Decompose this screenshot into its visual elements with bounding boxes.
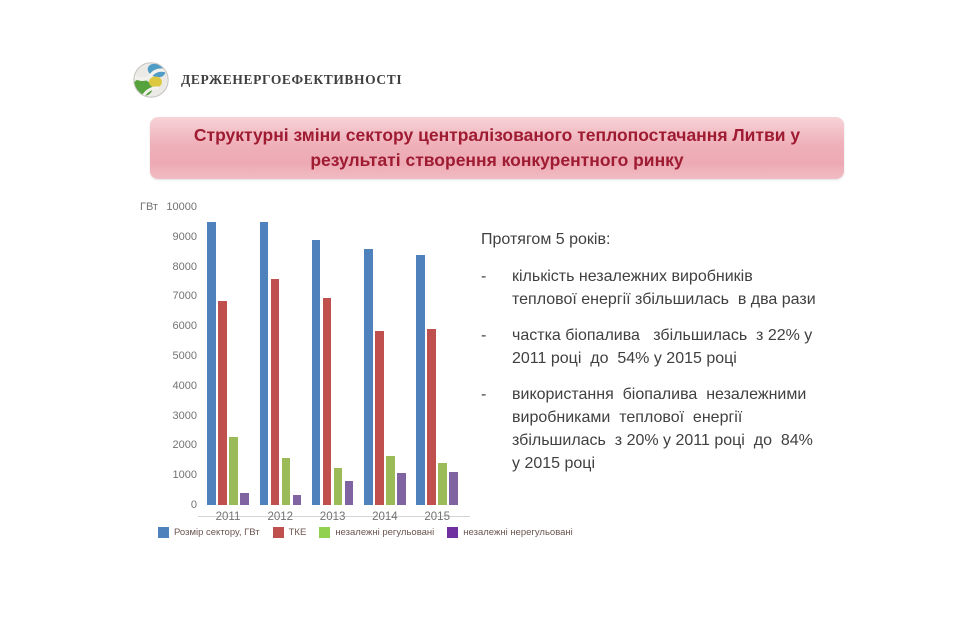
y-tick-label: 2000 bbox=[172, 439, 197, 452]
legend-swatch-icon bbox=[272, 527, 284, 538]
bar-2013-series3 bbox=[333, 468, 343, 505]
note-bullet: - bbox=[481, 327, 487, 344]
legend-item: ТКЕ bbox=[272, 527, 307, 538]
page-title-line1: Структурні зміни сектору централізованог… bbox=[193, 125, 801, 145]
legend-item: незалежні регульовані bbox=[319, 527, 434, 538]
x-axis-label: 2012 bbox=[267, 511, 294, 523]
chart-legend: Розмір сектору, ГВт ТКЕ незалежні регульов… bbox=[158, 527, 586, 538]
bar-2011-series2 bbox=[218, 300, 227, 505]
logo-text: ДЕРЖЕНЕРГОЕФЕКТИВНОСТІ bbox=[181, 72, 403, 87]
bar-2012-series4 bbox=[292, 494, 302, 505]
legend-label: ТКЕ bbox=[288, 527, 307, 538]
y-tick-label: 3000 bbox=[172, 409, 197, 422]
legend-swatch-icon bbox=[158, 527, 169, 538]
x-axis-label: 2014 bbox=[372, 511, 398, 523]
legend-swatch-icon bbox=[319, 527, 331, 538]
bar-2014-series1 bbox=[364, 248, 373, 505]
note-text: кількість незалежних виробників теплової… bbox=[512, 268, 816, 308]
y-tick-label: 7000 bbox=[172, 290, 197, 303]
page-title-line2: результаті створення конкурентного ринку bbox=[310, 150, 684, 170]
y-tick-label: 4000 bbox=[172, 379, 197, 392]
legend-item: Розмір сектору, ГВт bbox=[158, 527, 260, 538]
agency-globe-icon bbox=[133, 62, 169, 98]
x-axis-label: 2015 bbox=[424, 511, 450, 523]
bar-2014-series4 bbox=[397, 472, 406, 505]
bar-2012-series3 bbox=[281, 457, 291, 505]
x-axis-label: 2013 bbox=[319, 511, 346, 523]
bar-2015-series2 bbox=[427, 329, 436, 505]
bar-2013-series4 bbox=[344, 481, 354, 505]
x-axis-line bbox=[198, 516, 470, 517]
notes-panel: Протягом 5 років: - кількість незалежних … bbox=[481, 228, 881, 488]
chart-plot bbox=[205, 207, 467, 505]
note-text: використання біопалива незалежними вироб… bbox=[512, 386, 813, 472]
legend-label: Розмір сектору, ГВт bbox=[174, 527, 260, 538]
y-tick-label: 10000 bbox=[166, 201, 197, 213]
y-tick-label: 8000 bbox=[172, 260, 197, 273]
bar-2013-series1 bbox=[311, 239, 321, 505]
bar-2015-series3 bbox=[438, 463, 447, 505]
bar-2012-series2 bbox=[270, 278, 280, 505]
x-axis-label: 2011 bbox=[215, 511, 241, 523]
y-tick-label: 6000 bbox=[172, 320, 197, 333]
bar-2011-series1 bbox=[207, 221, 216, 505]
bar-2015-series1 bbox=[416, 254, 425, 505]
bar-2013-series2 bbox=[322, 297, 332, 505]
logo: ДЕРЖЕНЕРГОЕФЕКТИВНОСТІ bbox=[132, 61, 402, 99]
y-axis-unit-label: ГВт bbox=[140, 201, 158, 213]
bar-chart: ГВт 0 1000 2000 3000 4000 5000 6000 7000 8000 900… bbox=[140, 196, 573, 556]
y-tick-label: 0 bbox=[190, 499, 197, 511]
note-text: частка біопалива збільшилась з 22% у 201… bbox=[512, 327, 813, 367]
legend-item: незалежні нерегульовані bbox=[447, 527, 573, 538]
note-bullet: - bbox=[481, 386, 487, 403]
title-banner: Структурні зміни сектору централізованог… bbox=[150, 117, 844, 179]
legend-label: незалежні регульовані bbox=[335, 527, 435, 538]
note-item: - використання біопалива незалежними виро… bbox=[481, 383, 881, 475]
bar-2014-series3 bbox=[386, 456, 395, 505]
bar-2012-series1 bbox=[259, 221, 269, 505]
bar-2015-series4 bbox=[449, 471, 458, 505]
legend-label: незалежні нерегульовані bbox=[463, 527, 573, 538]
y-tick-label: 1000 bbox=[172, 469, 197, 482]
notes-list: - кількість незалежних виробників теплово… bbox=[481, 265, 881, 475]
y-tick-label: 9000 bbox=[172, 230, 197, 243]
note-bullet: - bbox=[481, 268, 487, 285]
bar-2011-series4 bbox=[240, 493, 249, 505]
note-item: - частка біопалива збільшилась з 22% у 20… bbox=[481, 324, 881, 370]
bar-2011-series3 bbox=[229, 437, 238, 505]
y-tick-label: 5000 bbox=[172, 350, 197, 362]
bar-2014-series2 bbox=[375, 330, 384, 505]
legend-swatch-icon bbox=[447, 527, 459, 538]
note-item: - кількість незалежних виробників теплово… bbox=[481, 265, 881, 311]
notes-heading: Протягом 5 років: bbox=[481, 231, 611, 248]
